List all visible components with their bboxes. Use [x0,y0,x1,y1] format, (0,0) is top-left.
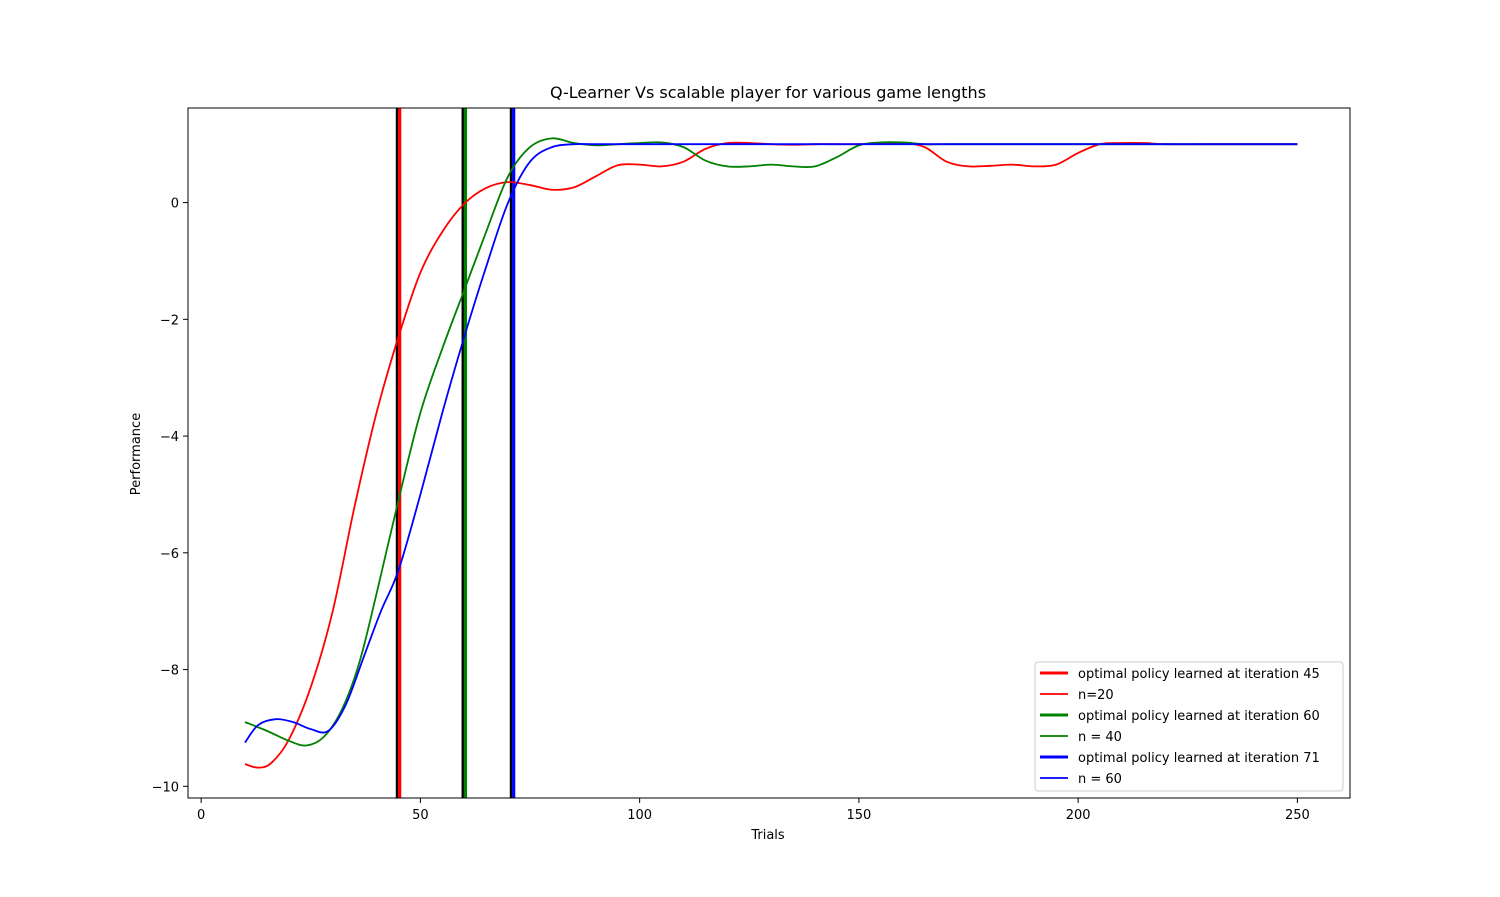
y-tick-label: 0 [171,197,179,212]
y-tick-label: −8 [160,664,179,679]
plot-area: 0 50 100 150 200 250 −10 −8 −6 −4 −2 0 [152,107,1351,823]
series-line-1 [244,137,1298,747]
legend-label-1: n=20 [1078,688,1114,703]
y-tick-label: −4 [160,430,179,445]
legend-label-5: n = 60 [1078,772,1122,787]
legend-label-4: optimal policy learned at iteration 71 [1078,751,1320,766]
series-line-2 [244,143,1298,744]
x-tick-label: 200 [1066,808,1091,823]
legend-label-2: optimal policy learned at iteration 60 [1078,709,1320,724]
legend-label-3: n = 40 [1078,730,1122,745]
chart-title: Q-Learner Vs scalable player for various… [550,83,986,102]
legend: optimal policy learned at iteration 45 n=… [1034,661,1344,792]
legend-label-0: optimal policy learned at iteration 45 [1078,667,1320,682]
plot-frame [187,107,1351,799]
x-tick-label: 250 [1285,808,1310,823]
x-tick-label: 50 [412,808,429,823]
x-axis-label: Trials [750,828,785,843]
x-tick-label: 100 [627,808,652,823]
x-tick-label: 150 [846,808,871,823]
y-tick-label: −6 [160,547,179,562]
y-tick-label: −10 [152,780,179,795]
legend-box [1034,661,1344,792]
y-tick-label: −2 [160,313,179,328]
y-axis-label: Performance [129,413,144,495]
x-tick-label: 0 [197,808,205,823]
